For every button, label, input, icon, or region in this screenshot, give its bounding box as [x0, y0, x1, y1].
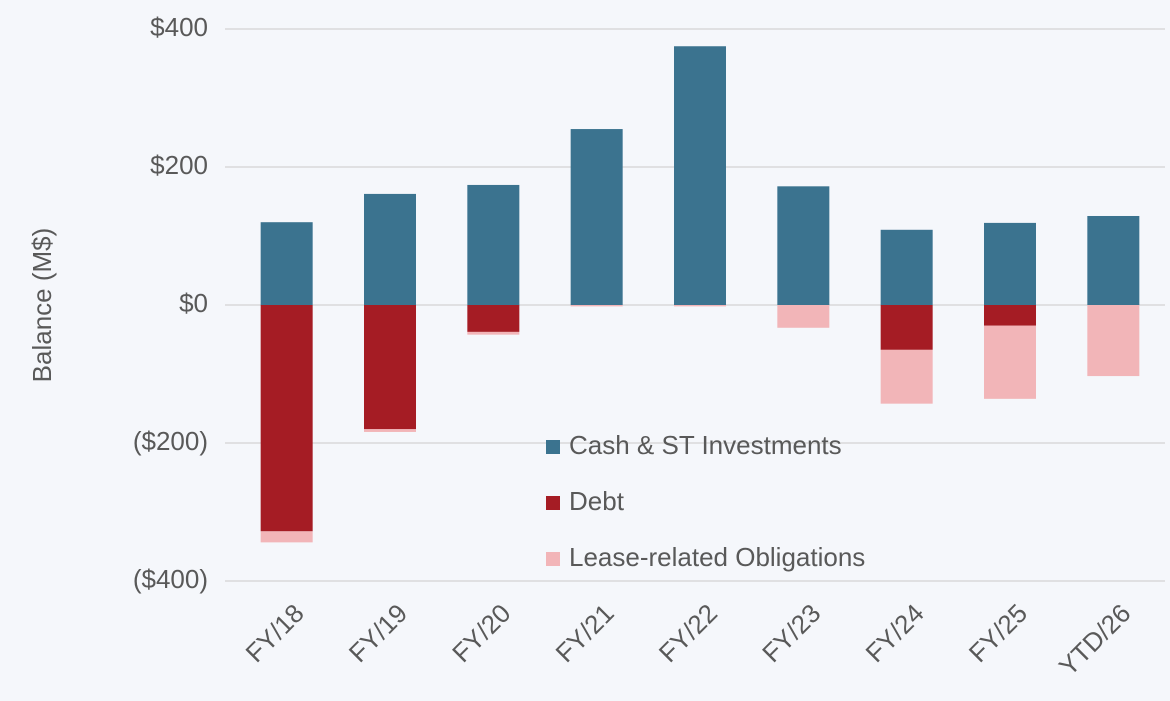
bar-segment [777, 186, 830, 305]
y-tick-label: ($200) [133, 426, 208, 456]
legend-label: Cash & ST Investments [569, 430, 842, 460]
bar-segment [467, 184, 520, 305]
bar-segment [570, 129, 623, 305]
bar-segment [880, 229, 933, 305]
bar-segment [674, 46, 726, 305]
x-tick-label: FY/23 [756, 598, 826, 668]
x-tick-label: FY/18 [240, 598, 310, 668]
x-tick-label: FY/19 [343, 598, 413, 668]
y-tick-label: $0 [179, 288, 208, 318]
bar-segment [364, 305, 416, 430]
bar-segment [467, 331, 520, 335]
x-tick-label: FY/25 [963, 598, 1033, 668]
x-tick-label: YTD/26 [1053, 598, 1137, 682]
bar-segment [1087, 305, 1140, 377]
bar-segment [260, 222, 313, 305]
bar-segment [777, 305, 830, 328]
bar-segment [260, 305, 313, 532]
legend-label: Lease-related Obligations [569, 542, 865, 572]
legend-swatch [546, 440, 560, 454]
bar-segment [984, 325, 1036, 399]
y-axis-label: Balance (M$) [27, 228, 57, 383]
bar-segment [984, 305, 1036, 326]
bar-segment [364, 193, 416, 305]
x-tick-label: FY/20 [446, 598, 516, 668]
y-tick-label: $400 [150, 12, 208, 42]
bar-segment [1087, 215, 1140, 305]
legend-swatch [546, 552, 560, 566]
bar-segment [467, 305, 520, 332]
bar-segment [364, 429, 416, 432]
x-tick-label: FY/21 [550, 598, 620, 668]
bar-segment [984, 222, 1036, 305]
bar-segment [674, 305, 726, 307]
bar-segment [880, 349, 933, 404]
bar-segment [570, 305, 623, 307]
legend-swatch [546, 496, 560, 510]
bar-segment [260, 531, 313, 543]
y-tick-label: $200 [150, 150, 208, 180]
x-tick-label: FY/22 [653, 598, 723, 668]
legend-label: Debt [569, 486, 625, 516]
y-tick-label: ($400) [133, 564, 208, 594]
x-tick-label: FY/24 [860, 598, 930, 668]
bar-segment [880, 305, 933, 350]
